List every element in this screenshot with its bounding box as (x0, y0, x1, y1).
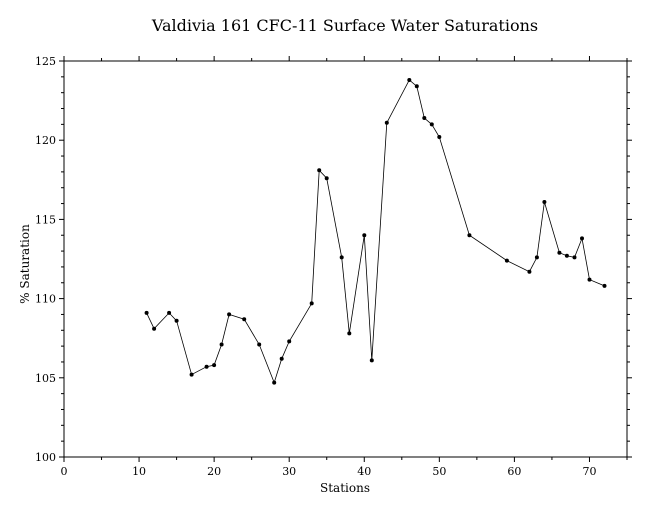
data-point (429, 122, 434, 127)
data-point (167, 310, 172, 315)
data-point (384, 120, 389, 125)
data-points (144, 78, 607, 385)
data-point (174, 318, 179, 323)
y-tick-label: 105 (35, 372, 56, 385)
y-tick-label: 110 (35, 293, 56, 306)
data-point (257, 342, 262, 347)
data-point (534, 255, 539, 260)
data-point (527, 269, 532, 274)
x-tick-labels: 0 10 20 30 40 50 60 70 (61, 465, 597, 478)
series-group (146, 79, 605, 384)
chart-title: Valdivia 161 CFC-11 Surface Water Satura… (151, 16, 538, 35)
data-point (287, 339, 292, 344)
data-point (422, 116, 427, 120)
data-point (212, 363, 217, 368)
data-point (542, 200, 547, 204)
plot-frame (63, 60, 628, 458)
data-point (407, 78, 412, 82)
data-point (152, 326, 157, 331)
data-point (564, 253, 569, 258)
x-tick-label: 30 (282, 465, 296, 478)
data-point (467, 233, 472, 238)
y-tick-label: 120 (35, 134, 56, 147)
data-point (242, 317, 247, 322)
y-tick-labels: 100 105 110 115 120 125 (35, 55, 56, 464)
x-axis-label: Stations (320, 481, 370, 495)
data-point (219, 342, 224, 347)
x-tick-label: 40 (357, 465, 371, 478)
data-point (587, 277, 592, 282)
data-point (437, 135, 442, 139)
x-tick-label: 70 (582, 465, 596, 478)
data-point (279, 356, 284, 361)
axis-ticks (59, 56, 632, 462)
x-tick-label: 50 (432, 465, 446, 478)
data-point (572, 255, 577, 260)
x-tick-label: 0 (61, 465, 68, 478)
data-point (227, 312, 232, 317)
data-point (324, 176, 329, 181)
y-tick-label: 125 (35, 55, 56, 68)
data-point (347, 331, 352, 336)
data-point (144, 310, 149, 315)
x-tick-label: 10 (132, 465, 146, 478)
data-point (414, 84, 419, 89)
data-point (339, 255, 344, 260)
y-tick-label: 115 (35, 213, 56, 226)
data-point (189, 372, 194, 377)
data-point (369, 358, 374, 363)
data-point (317, 168, 322, 173)
x-tick-label: 20 (207, 465, 221, 478)
plot-border (63, 60, 628, 458)
y-tick-label: 100 (35, 451, 56, 464)
data-point (504, 258, 509, 263)
data-point (272, 380, 277, 385)
data-point (309, 301, 314, 306)
data-point (557, 250, 562, 255)
data-point (204, 364, 209, 369)
data-point (602, 283, 607, 288)
data-point (580, 236, 584, 241)
data-point (362, 233, 367, 238)
x-tick-label: 60 (507, 465, 521, 478)
y-axis-label: % Saturation (18, 224, 32, 304)
series-line (146, 79, 605, 384)
